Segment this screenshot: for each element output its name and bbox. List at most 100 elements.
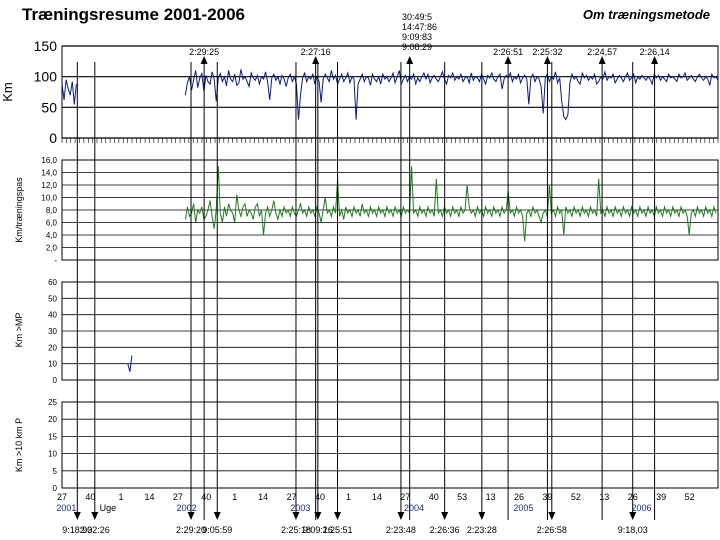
- y-tick-label: 40: [48, 311, 57, 320]
- race-time-label: 30:49:5: [402, 12, 432, 22]
- race-time-label: 2:26,14: [640, 47, 670, 57]
- panel-frame: [61, 45, 719, 139]
- race-arrow-head: [314, 512, 322, 520]
- y-tick-label: 100: [34, 69, 58, 85]
- x-tick-label: 1: [232, 492, 237, 502]
- race-time-label: 2:23:48: [386, 525, 416, 535]
- year-label: Uge: [100, 503, 117, 513]
- race-time-label: 2:29:25: [189, 47, 219, 57]
- y-tick-label: 6,0: [46, 219, 58, 228]
- x-tick-label: 52: [685, 492, 695, 502]
- race-arrow-head: [91, 512, 99, 520]
- y-tick-label: 4,0: [46, 231, 58, 240]
- race-time-label: 2:32:26: [80, 525, 110, 535]
- race-time-label: 9:18:90: [62, 525, 92, 535]
- x-tick-label: 27: [57, 492, 67, 502]
- race-time-label: 2:25:18: [281, 525, 311, 535]
- series-line: [127, 355, 133, 372]
- x-tick-label: 27: [173, 492, 183, 502]
- y-tick-label: 15: [48, 432, 57, 441]
- y-tick-label: -: [54, 256, 57, 265]
- x-tick-label: 14: [372, 492, 382, 502]
- y-tick-label: 30: [48, 327, 57, 336]
- x-tick-label: 40: [85, 492, 95, 502]
- race-time-label: 9:18,03: [618, 525, 648, 535]
- training-method-link[interactable]: Om træningsmetode: [582, 7, 710, 22]
- race-arrow-head: [598, 56, 606, 64]
- y-tick-label: 10: [48, 360, 57, 369]
- y-axis-label: Km: [0, 82, 15, 102]
- race-arrow-head: [504, 56, 512, 64]
- x-tick-label: 27: [287, 492, 297, 502]
- y-tick-label: 60: [48, 278, 57, 287]
- x-tick-label: 40: [315, 492, 325, 502]
- x-tick-label: 14: [144, 492, 154, 502]
- race-time-label: 2:26:51: [493, 47, 523, 57]
- race-arrow-head: [73, 512, 81, 520]
- y-tick-label: 16,0: [41, 156, 57, 165]
- race-time-label: 9:05:59: [202, 525, 232, 535]
- series-line: [61, 69, 719, 121]
- race-time-label: 2:26:36: [430, 525, 460, 535]
- race-time-label: 2:27:16: [301, 47, 331, 57]
- y-tick-label: 5: [53, 467, 58, 476]
- year-label: 2005: [513, 503, 533, 513]
- y-tick-label: 10,0: [41, 194, 57, 203]
- race-arrow-head: [397, 512, 405, 520]
- y-tick-label: 0: [49, 130, 57, 146]
- y-tick-label: 50: [41, 99, 57, 115]
- race-time-label: 2:24,57: [587, 47, 617, 57]
- year-label: 2003: [290, 503, 310, 513]
- race-arrow-head: [187, 512, 195, 520]
- x-tick-label: 13: [599, 492, 609, 502]
- race-time-label: 2:26:58: [537, 525, 567, 535]
- race-time-label: 9:09:83: [402, 32, 432, 42]
- y-tick-label: 0: [53, 484, 58, 493]
- y-tick-label: 50: [48, 294, 57, 303]
- y-tick-label: 0: [53, 376, 58, 385]
- race-arrow-head: [478, 512, 486, 520]
- x-tick-label: 1: [346, 492, 351, 502]
- y-axis-label: Km/træningspas: [14, 177, 24, 243]
- race-time-label: 2:29:20: [176, 525, 206, 535]
- race-arrow-head: [213, 512, 221, 520]
- x-tick-label: 26: [514, 492, 524, 502]
- year-label: 2002: [177, 503, 197, 513]
- race-arrow-head: [548, 512, 556, 520]
- race-time-label: 2:23:28: [467, 525, 497, 535]
- x-tick-label: 1: [119, 492, 124, 502]
- race-arrow-head: [406, 56, 414, 64]
- y-tick-label: 14,0: [41, 169, 57, 178]
- y-tick-label: 10: [48, 450, 57, 459]
- race-time-label: 2:25:51: [323, 525, 353, 535]
- page-title: Træningsresume 2001-2006: [22, 5, 246, 24]
- year-label: 2004: [404, 503, 424, 513]
- panel-frame: [61, 401, 719, 489]
- x-tick-label: 53: [457, 492, 467, 502]
- race-arrow-head: [334, 512, 342, 520]
- x-tick-label: 40: [429, 492, 439, 502]
- race-arrow-head: [629, 512, 637, 520]
- x-tick-label: 52: [571, 492, 581, 502]
- y-tick-label: 20: [48, 415, 57, 424]
- y-axis-label: Km >10 km P: [14, 418, 24, 472]
- race-time-label: 14:47:86: [402, 22, 437, 32]
- y-axis-label: Km >MP: [14, 313, 24, 348]
- race-time-label: 2:25:32: [532, 47, 562, 57]
- x-tick-label: 27: [400, 492, 410, 502]
- y-tick-label: 2,0: [46, 244, 58, 253]
- year-label: 2006: [631, 503, 651, 513]
- y-tick-label: 8,0: [46, 206, 58, 215]
- series-line: [184, 166, 717, 242]
- year-label: 2001: [56, 503, 76, 513]
- x-tick-label: 39: [656, 492, 666, 502]
- race-arrow-head: [292, 512, 300, 520]
- x-tick-label: 40: [201, 492, 211, 502]
- race-arrow-head: [543, 56, 551, 64]
- y-tick-label: 12,0: [41, 181, 57, 190]
- race-arrow-head: [651, 56, 659, 64]
- y-tick-label: 25: [48, 398, 57, 407]
- x-tick-label: 13: [486, 492, 496, 502]
- race-time-label: 9:08:29: [402, 42, 432, 52]
